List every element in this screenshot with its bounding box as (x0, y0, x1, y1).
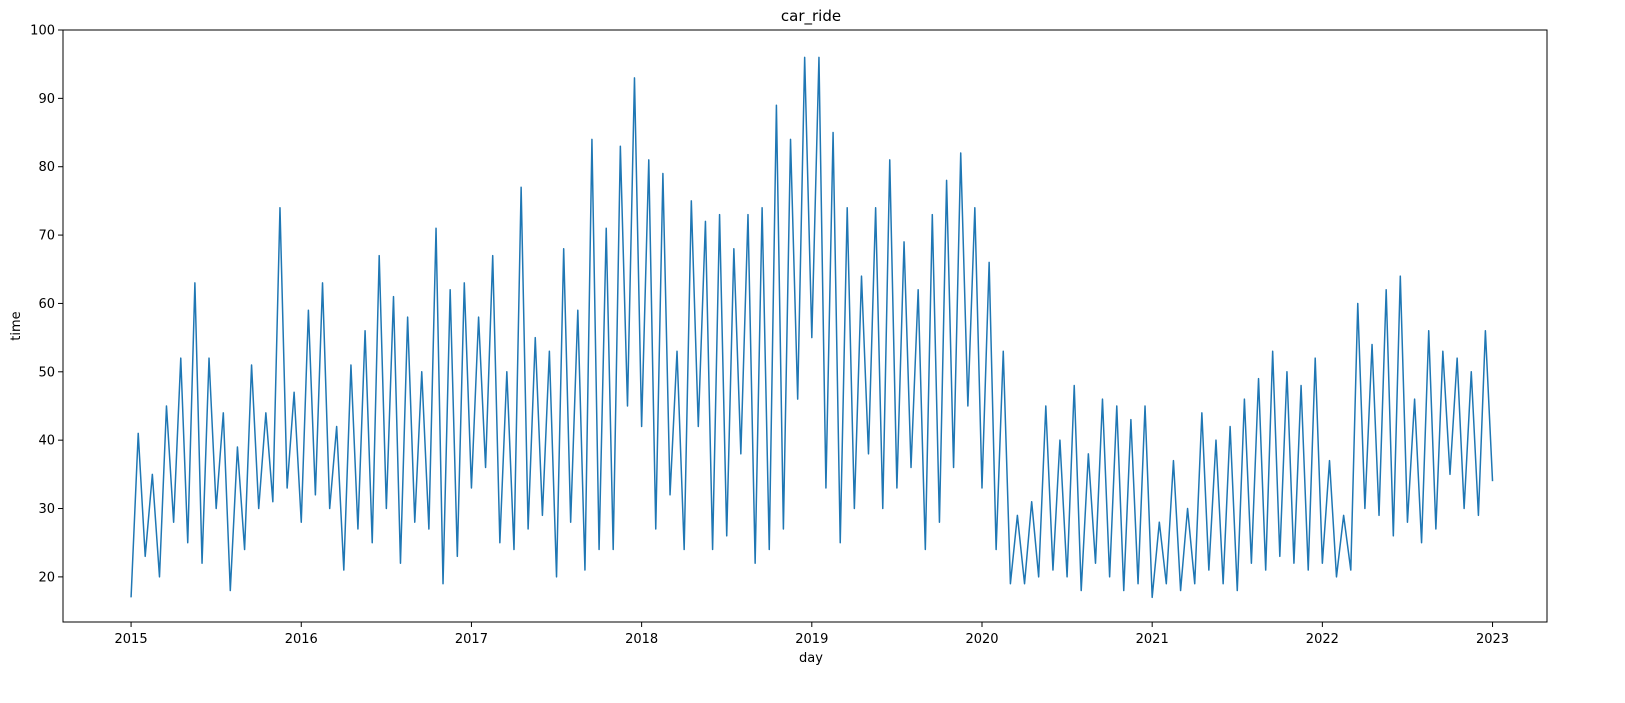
y-axis-label: time (9, 311, 24, 340)
x-tick-label: 2017 (455, 632, 488, 647)
y-tick-label: 40 (38, 434, 55, 449)
y-tick-label: 90 (38, 92, 55, 107)
y-tick-label: 30 (38, 502, 55, 517)
x-tick-label: 2019 (795, 632, 828, 647)
x-tick-label: 2022 (1306, 632, 1339, 647)
x-tick-label: 2020 (965, 632, 998, 647)
plot-frame (62, 29, 1548, 623)
x-axis-label: day (799, 651, 823, 666)
x-tick-label: 2015 (115, 632, 148, 647)
x-tick-label: 2018 (625, 632, 658, 647)
y-tick-label: 80 (38, 160, 55, 175)
y-tick-label: 20 (38, 570, 55, 585)
y-tick-label: 70 (38, 229, 55, 244)
y-tick-label: 100 (30, 24, 55, 39)
x-tick-label: 2021 (1136, 632, 1169, 647)
data-line (130, 56, 1494, 599)
x-tick-label: 2023 (1476, 632, 1509, 647)
chart-title: car_ride (781, 7, 841, 26)
x-tick-label: 2016 (285, 632, 318, 647)
y-tick-label: 60 (38, 297, 55, 312)
y-tick-label: 50 (38, 365, 55, 380)
